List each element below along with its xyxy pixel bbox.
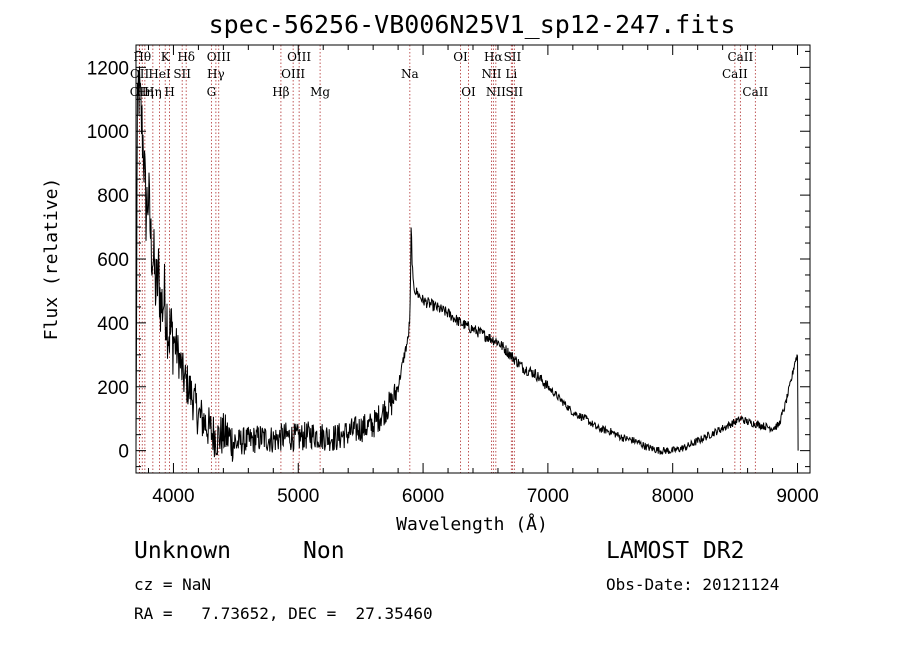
x-tick-label-7000: 7000 — [527, 486, 569, 507]
line-label-25: SII — [505, 85, 523, 99]
line-label-28: CaII — [742, 85, 768, 99]
line-label-24: SII — [504, 50, 522, 64]
line-label-14: OIII — [281, 67, 305, 81]
line-label-12: OIII — [207, 50, 231, 64]
line-label-19: OI — [461, 85, 476, 99]
redshift-label: cz = NaN — [134, 575, 212, 594]
line-label-2: Hθ — [133, 50, 151, 64]
x-tick-label-9000: 9000 — [776, 486, 818, 507]
line-label-27: CaII — [727, 50, 753, 64]
coordinates-label: RA = 7.73652, DEC = 27.35460 — [134, 604, 433, 623]
spectrum-line — [135, 66, 799, 462]
line-label-9: Hδ — [177, 50, 195, 64]
line-label-22: NII — [486, 85, 506, 99]
x-axis-label: Wavelength (Å) — [396, 513, 548, 535]
y-axis: 0 200 400 600 800 1000 1200 — [87, 50, 810, 468]
line-label-23: Li — [505, 67, 517, 81]
y-tick-label-0: 0 — [118, 442, 129, 463]
line-label-21: Hα — [484, 50, 503, 64]
line-label-16: Mg — [310, 85, 330, 99]
y-axis-label: Flux (relative) — [41, 178, 62, 341]
x-tick-label-8000: 8000 — [652, 486, 694, 507]
chart-title: spec-56256-VB006N25V1_sp12-247.fits — [209, 10, 736, 39]
line-label-4: Hη — [144, 85, 162, 99]
spectrum-plot: spec-56256-VB006N25V1_sp12-247.fits OIIO… — [41, 10, 819, 535]
x-tick-label-4000: 4000 — [152, 486, 194, 507]
survey-label: LAMOST DR2 — [606, 538, 745, 564]
y-tick-label-400: 400 — [97, 314, 129, 335]
y-tick-label-800: 800 — [97, 186, 129, 207]
plot-frame — [135, 44, 811, 474]
line-label-15: OIII — [287, 50, 311, 64]
y-tick-label-1000: 1000 — [87, 122, 129, 143]
line-label-17: Na — [401, 67, 419, 81]
line-label-8: SII — [173, 67, 191, 81]
subclass-label: Non — [303, 538, 345, 564]
line-label-7: H — [164, 85, 174, 99]
spectral-line-labels: OIIOIIHθHηHηHeIKHSIIHδGHγOIIIHβOIIIOIIIM… — [130, 50, 769, 99]
class-label: Unknown — [134, 538, 231, 564]
x-axis: 4000 5000 6000 7000 8000 9000 — [147, 45, 819, 507]
line-label-5: HeI — [148, 67, 171, 81]
line-label-26: CaII — [722, 67, 748, 81]
y-tick-label-200: 200 — [97, 378, 129, 399]
obs-date-label: Obs-Date: 20121124 — [606, 575, 780, 594]
line-label-13: Hβ — [272, 85, 289, 99]
spectral-line-markers — [138, 45, 756, 473]
line-label-11: Hγ — [207, 67, 225, 81]
y-tick-label-600: 600 — [97, 250, 129, 271]
x-tick-label-6000: 6000 — [402, 486, 444, 507]
y-tick-label-1200: 1200 — [87, 58, 129, 79]
line-label-6: K — [161, 50, 171, 64]
x-tick-label-5000: 5000 — [277, 486, 319, 507]
line-label-20: NII — [481, 67, 501, 81]
line-label-10: G — [207, 85, 217, 99]
line-label-18: OI — [453, 50, 468, 64]
